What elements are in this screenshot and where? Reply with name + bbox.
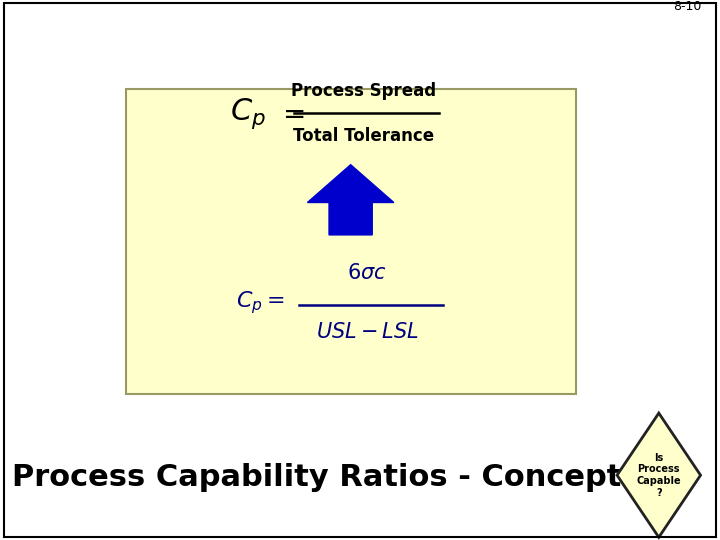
Text: $C_p$: $C_p$	[230, 96, 266, 131]
Polygon shape	[617, 413, 701, 537]
Text: $6\sigma c$: $6\sigma c$	[347, 262, 387, 283]
Polygon shape	[307, 165, 394, 235]
Text: Is
Process
Capable
?: Is Process Capable ?	[636, 453, 681, 497]
FancyBboxPatch shape	[126, 89, 576, 394]
Text: $C_p =$: $C_p =$	[235, 289, 284, 316]
Text: Process Spread: Process Spread	[291, 82, 436, 100]
Text: $USL - LSL$: $USL - LSL$	[315, 322, 419, 342]
Text: Process Capability Ratios - Concept: Process Capability Ratios - Concept	[12, 463, 621, 492]
Text: $=$: $=$	[277, 99, 305, 127]
Text: 8-10: 8-10	[674, 1, 702, 14]
Text: Total Tolerance: Total Tolerance	[293, 127, 434, 145]
